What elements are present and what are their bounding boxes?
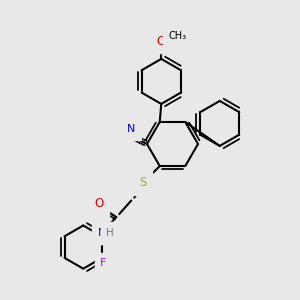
Text: N: N [98, 228, 106, 238]
Text: C: C [123, 124, 130, 134]
Text: S: S [140, 176, 147, 189]
Text: H: H [106, 228, 114, 238]
Text: CH₃: CH₃ [169, 32, 187, 41]
Text: N: N [127, 124, 135, 134]
Text: O: O [157, 35, 166, 48]
Text: O: O [94, 197, 104, 210]
Text: F: F [100, 258, 106, 268]
